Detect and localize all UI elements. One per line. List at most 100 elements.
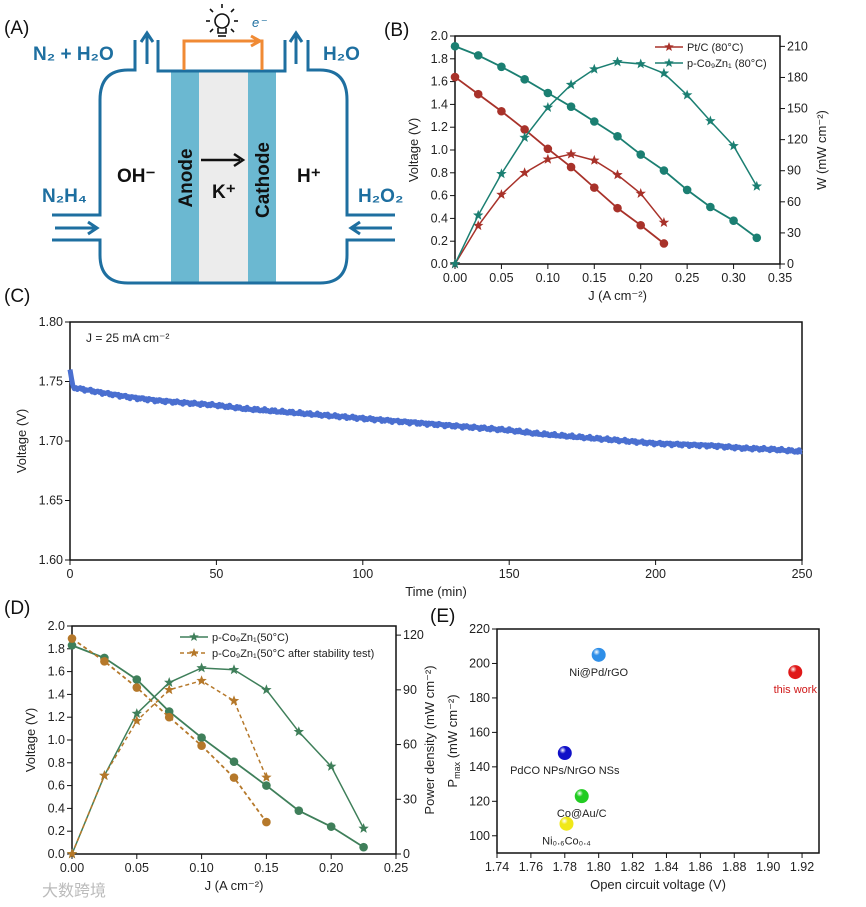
y-tick-label: 1.8: [431, 52, 448, 66]
y-tick-label: 0.8: [431, 166, 448, 180]
y-tick-label: 180: [469, 691, 490, 705]
anode-electrode: [171, 71, 199, 283]
x-tick-label: 1.86: [688, 860, 712, 874]
x-tick-label: 1.78: [553, 860, 577, 874]
point-label: Ni₀.₆Co₀.₄: [542, 836, 591, 848]
power-point: [589, 63, 600, 74]
y2-tick-label: 30: [787, 226, 801, 240]
voltage-point: [613, 203, 622, 213]
voltage-point: [132, 675, 142, 684]
x-tick-label: 150: [499, 567, 520, 581]
power-point: [565, 148, 577, 159]
legend-star-icon: [189, 632, 199, 641]
y-axis-label: Voltage (V): [14, 409, 29, 473]
x-tick-label: 0.05: [489, 271, 513, 285]
voltage-point: [543, 88, 553, 98]
power-point: [228, 664, 240, 675]
plot-frame: [496, 628, 820, 854]
power-line: [454, 153, 665, 265]
voltage-point: [229, 757, 239, 766]
voltage-point: [520, 75, 529, 84]
power-point: [542, 102, 554, 112]
flow-arrows: [55, 30, 392, 236]
power-line: [454, 61, 758, 265]
y-tick-label: 0.0: [431, 257, 448, 271]
point-marker: [559, 816, 574, 831]
y-tick-label: 0.4: [431, 211, 448, 225]
power-point: [293, 726, 304, 737]
panel-label-c: (C): [4, 286, 30, 307]
cathode-label: Cathode: [253, 142, 274, 218]
power-point: [326, 760, 337, 771]
y-tick-label: 0.2: [431, 234, 448, 248]
voltage-point: [197, 741, 206, 750]
y2-tick-label: 120: [403, 628, 424, 642]
x-tick-label: 0.10: [189, 861, 213, 875]
x-tick-label: 50: [209, 567, 223, 581]
voltage-point: [262, 781, 271, 790]
y-tick-label: 1.0: [48, 733, 65, 747]
voltage-point: [543, 144, 553, 154]
y2-tick-label: 90: [787, 164, 801, 178]
voltage-point: [450, 72, 460, 82]
y-label-sub: max: [452, 761, 462, 779]
voltage-point: [262, 817, 271, 827]
panel-label-a: (A): [4, 18, 29, 39]
point-marker: [591, 647, 606, 662]
panel-label-e: (E): [430, 606, 455, 627]
legend-label: p-Co₉Zn₁(50°C): [212, 632, 289, 644]
voltage-point: [164, 712, 174, 722]
x-tick-label: 0.30: [721, 271, 745, 285]
series-0: Pt/C (80°C): [449, 42, 743, 269]
electron-label: e⁻: [252, 15, 267, 30]
voltage-line: [71, 644, 365, 848]
voltage-point: [752, 233, 762, 243]
voltage-line: [454, 45, 758, 239]
x-tick-label: 0.00: [443, 271, 467, 285]
voltage-point: [197, 733, 206, 743]
x-axis-label: Open circuit voltage (V): [590, 877, 726, 892]
y-tick-label: 1.70: [39, 434, 63, 448]
legend-label: p-Co₉Zn₁ (80°C): [687, 58, 767, 70]
y-tick-label: 0.4: [48, 801, 65, 815]
x-axis-label: J (A cm⁻²): [588, 288, 647, 303]
y2-tick-label: 210: [787, 39, 808, 53]
x-axis-label: Time (min): [405, 584, 467, 599]
power-point: [164, 684, 175, 695]
y-axis-label: Pmax (mW cm⁻²): [445, 694, 462, 787]
cathode-electrode: [248, 71, 276, 283]
power-point: [473, 220, 484, 231]
y-axis-label: Voltage (V): [406, 118, 421, 182]
x-tick-label: 0.20: [319, 861, 343, 875]
y2-axis-label: Power density (mW cm⁻²): [422, 665, 437, 814]
y-tick-label: 2.0: [48, 619, 65, 633]
panel-b-chart: 0.00 0.05 0.10 0.15 0.20 0.25 0.30 0.35 0.0 0.2 0.…: [406, 29, 829, 303]
y-tick-label: 200: [469, 656, 490, 670]
scatter-point: Ni₀.₆Co₀.₄: [542, 816, 591, 848]
y2-tick-label: 120: [787, 133, 808, 147]
y-tick-label: 140: [469, 760, 490, 774]
y-tick-label: 0.0: [48, 847, 65, 861]
y-tick-label: 1.4: [431, 97, 448, 111]
x-tick-label: 1.90: [756, 860, 780, 874]
power-point: [196, 675, 207, 686]
point-label: Co@Au/C: [557, 808, 607, 820]
y-tick-label: 0.6: [48, 779, 65, 793]
ion-arrowhead-icon: [233, 152, 246, 168]
voltage-point: [589, 183, 599, 192]
voltage-point: [359, 842, 368, 852]
y-tick-label: 1.65: [39, 494, 63, 508]
voltage-point: [132, 683, 142, 692]
scatter-point: Co@Au/C: [557, 789, 607, 820]
y-tick-label: 1.6: [431, 75, 448, 89]
y-tick-label: 1.4: [48, 687, 65, 701]
voltage-point: [450, 41, 460, 51]
external-circuit: [182, 39, 264, 70]
voltage-point: [613, 132, 622, 141]
legend-star-icon: [189, 648, 199, 657]
lightbulb-icon: [206, 4, 238, 37]
y2-tick-label: 90: [403, 683, 417, 697]
voltage-point: [67, 641, 77, 650]
y-tick-label: 160: [469, 725, 490, 739]
